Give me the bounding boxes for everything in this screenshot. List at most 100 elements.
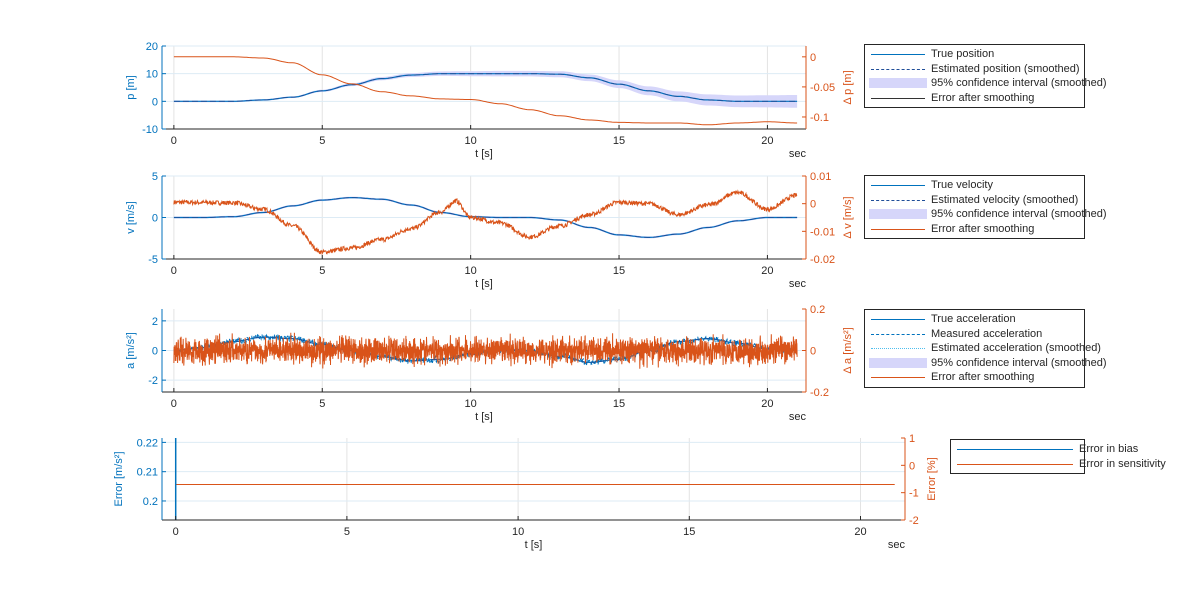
legend-label: Error in bias xyxy=(1079,443,1139,456)
legend-swatch xyxy=(955,444,1075,454)
x-tick-label: 0 xyxy=(171,135,177,147)
legend-label: Estimated acceleration (smoothed) xyxy=(931,342,1101,355)
y-axis-label: p [m] xyxy=(125,75,137,99)
legend-swatch xyxy=(869,209,927,220)
legend-label: True acceleration xyxy=(931,313,1016,326)
x-tick-label: 5 xyxy=(344,526,350,538)
legend: True acceleration Measured acceleration Es… xyxy=(864,309,1106,388)
plot-area xyxy=(174,438,895,520)
legend-label: True velocity xyxy=(931,179,993,192)
subplot-4 xyxy=(161,437,906,521)
plot-area xyxy=(173,332,798,369)
x-unit-label: sec xyxy=(789,148,807,160)
legend-swatch xyxy=(869,372,927,382)
y-right-tick-label: -0.02 xyxy=(810,254,835,266)
y-right-tick-label: 0 xyxy=(909,460,915,472)
legend-label: 95% confidence interval (smoothed) xyxy=(931,208,1107,221)
x-tick-label: 15 xyxy=(613,135,625,147)
legend-entry: Error in sensitivity xyxy=(955,457,1166,472)
legend-swatch xyxy=(869,195,927,205)
x-tick-label: 10 xyxy=(512,526,524,538)
legend-entry: Measured acceleration xyxy=(869,327,1080,342)
legend-label: 95% confidence interval (smoothed) xyxy=(931,77,1107,90)
error-line xyxy=(173,56,798,126)
legend-label: Estimated position (smoothed) xyxy=(931,62,1080,75)
x-tick-label: 15 xyxy=(683,526,695,538)
legend-entry: True acceleration xyxy=(869,312,1080,327)
legend-swatch xyxy=(869,78,927,89)
estimated-line xyxy=(173,73,798,102)
x-tick-label: 20 xyxy=(761,398,773,410)
legend-label: Error after smoothing xyxy=(931,371,1035,384)
legend-swatch xyxy=(869,343,927,353)
legend-swatch xyxy=(869,180,927,190)
x-tick-label: 15 xyxy=(613,398,625,410)
y-tick-label: 0 xyxy=(152,96,158,108)
legend-entry: 95% confidence interval (smoothed) xyxy=(869,76,1106,91)
y-right-tick-label: 0 xyxy=(810,199,816,211)
legend-swatch xyxy=(955,459,1075,469)
x-axis-label: t [s] xyxy=(475,411,493,423)
legend: True position Estimated position (smoothe… xyxy=(864,44,1106,108)
legend-entry: Error in bias xyxy=(955,442,1138,457)
y-right-tick-label: -2 xyxy=(909,515,919,527)
legend-swatch xyxy=(869,224,927,234)
x-tick-label: 10 xyxy=(465,135,477,147)
y-tick-label: 10 xyxy=(146,69,158,81)
legend-entry: 95% confidence interval (smoothed) xyxy=(869,207,1106,222)
y-tick-label: 20 xyxy=(146,41,158,53)
x-tick-label: 5 xyxy=(319,398,325,410)
legend-entry: True velocity xyxy=(869,178,1080,193)
y-axis-right-label: Δ v [m/s] xyxy=(842,196,854,238)
legend-entry: Estimated position (smoothed) xyxy=(869,62,1080,77)
legend-entry: Error after smoothing xyxy=(869,370,1080,385)
x-unit-label: sec xyxy=(789,411,807,423)
legend-swatch xyxy=(869,93,927,103)
y-tick-label: 0 xyxy=(152,346,158,358)
x-tick-label: 10 xyxy=(465,265,477,277)
legend-label: True position xyxy=(931,48,995,61)
y-right-tick-label: -0.01 xyxy=(810,226,835,238)
legend-entry: 95% confidence interval (smoothed) xyxy=(869,356,1106,371)
error-line xyxy=(173,332,798,369)
y-right-tick-label: 0 xyxy=(810,52,816,64)
y-right-tick-label: -0.1 xyxy=(810,112,829,124)
x-tick-label: 5 xyxy=(319,135,325,147)
y-tick-label: -10 xyxy=(142,124,158,136)
legend-swatch xyxy=(869,49,927,59)
x-axis-label: t [s] xyxy=(525,539,543,551)
legend-entry: True position xyxy=(869,47,1080,62)
x-axis-label: t [s] xyxy=(475,148,493,160)
y-axis-right-label: Δ p [m] xyxy=(842,70,854,104)
confidence-band xyxy=(173,70,798,108)
x-tick-label: 0 xyxy=(173,526,179,538)
y-tick-label: 5 xyxy=(152,171,158,183)
y-right-tick-label: 0 xyxy=(810,346,816,358)
subplot-3 xyxy=(161,308,807,393)
estimated-line xyxy=(173,197,798,238)
legend-label: Error after smoothing xyxy=(931,222,1035,235)
y-axis-label: Error [m/s²] xyxy=(113,452,125,507)
x-tick-label: 5 xyxy=(319,265,325,277)
y-tick-label: 0.2 xyxy=(143,496,158,508)
x-unit-label: sec xyxy=(888,539,906,551)
legend-swatch xyxy=(869,314,927,324)
y-right-tick-label: -0.05 xyxy=(810,82,835,94)
subplot-1 xyxy=(161,45,807,130)
y-tick-label: 0 xyxy=(152,213,158,225)
y-right-tick-label: 0.2 xyxy=(810,304,825,316)
y-axis-right-label: Error [%] xyxy=(926,457,938,500)
y-tick-label: 2 xyxy=(152,316,158,328)
legend-entry: Estimated velocity (smoothed) xyxy=(869,193,1080,208)
legend-label: Measured acceleration xyxy=(931,327,1043,340)
legend: Error in bias Error in sensitivity xyxy=(950,439,1166,474)
subplot-2 xyxy=(161,175,807,260)
y-right-tick-label: 1 xyxy=(909,433,915,445)
x-tick-label: 0 xyxy=(171,398,177,410)
legend-label: Estimated velocity (smoothed) xyxy=(931,193,1079,206)
x-tick-label: 20 xyxy=(854,526,866,538)
legend-label: 95% confidence interval (smoothed) xyxy=(931,356,1107,369)
y-axis-label: a [m/s²] xyxy=(125,332,137,369)
